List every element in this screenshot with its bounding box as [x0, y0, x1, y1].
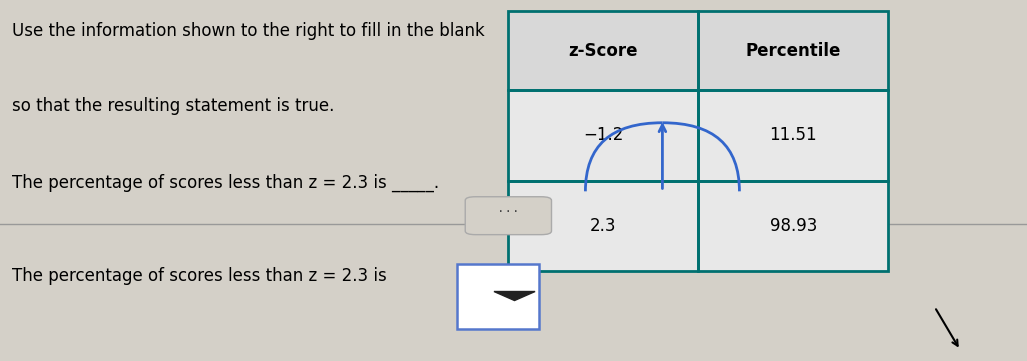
Bar	[508, 180, 698, 271]
Text: 2.3: 2.3	[591, 217, 616, 235]
Bar	[508, 90, 698, 180]
Bar	[698, 11, 888, 90]
Bar	[698, 90, 888, 180]
Text: z-Score: z-Score	[569, 42, 638, 60]
Text: 98.93: 98.93	[769, 217, 817, 235]
Text: The percentage of scores less than z = 2.3 is: The percentage of scores less than z = 2…	[12, 267, 387, 285]
Text: The percentage of scores less than z = 2.3 is _____.: The percentage of scores less than z = 2…	[12, 173, 440, 192]
Text: Percentile: Percentile	[746, 42, 841, 60]
Bar	[698, 11, 888, 90]
Bar	[508, 11, 698, 90]
Text: ···: ···	[497, 205, 520, 218]
Polygon shape	[494, 292, 535, 300]
Bar	[508, 90, 698, 180]
Bar	[698, 180, 888, 271]
FancyBboxPatch shape	[465, 197, 551, 235]
Bar	[508, 11, 698, 90]
Bar	[457, 264, 539, 329]
Bar	[508, 180, 698, 271]
Text: 11.51: 11.51	[769, 126, 817, 144]
Text: so that the resulting statement is true.: so that the resulting statement is true.	[12, 97, 335, 116]
Text: Use the information shown to the right to fill in the blank: Use the information shown to the right t…	[12, 22, 485, 40]
Bar	[698, 90, 888, 180]
Text: −1.2: −1.2	[583, 126, 623, 144]
Bar	[698, 180, 888, 271]
